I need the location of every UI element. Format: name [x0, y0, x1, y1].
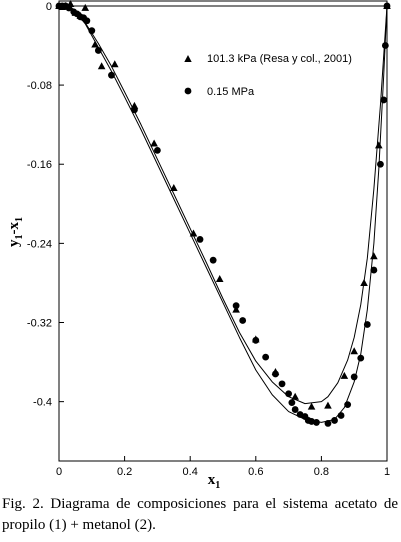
- circle-point: [232, 302, 240, 310]
- y-tick-label: 0: [46, 1, 52, 13]
- y-axis: 0 -0.08 -0.16 -0.24 -0.32 -0.4: [27, 1, 64, 409]
- circle-point: [285, 390, 292, 398]
- circle-point: [108, 71, 115, 79]
- circle-point: [324, 420, 332, 427]
- fitted-curves: [58, 4, 388, 423]
- fitted-curve-1: [58, 4, 388, 405]
- circle-point: [83, 17, 91, 25]
- triangle-point: [360, 278, 368, 286]
- fitted-curve-2: [59, 5, 388, 423]
- y-tick-label: -0.4: [33, 397, 52, 409]
- triangle-point: [324, 401, 332, 409]
- circle-point: [131, 106, 138, 114]
- triangle-point: [291, 392, 299, 400]
- x-tick-label: 1: [384, 466, 390, 478]
- triangle-point: [170, 183, 178, 191]
- circle-point: [350, 373, 358, 381]
- triangle-point: [91, 40, 99, 48]
- triangle-point: [97, 62, 106, 70]
- triangle-point: [375, 141, 383, 149]
- circle-point: [154, 146, 161, 154]
- circle-point: [94, 47, 102, 54]
- circle-point: [370, 266, 378, 274]
- triangle-point: [215, 274, 224, 282]
- circle-point: [239, 317, 247, 324]
- y-tick-label: -0.24: [27, 238, 52, 250]
- data-points: [55, 0, 391, 427]
- x-axis: 0 0.2 0.4 0.6 0.8 1: [56, 456, 390, 478]
- circle-point: [88, 27, 96, 35]
- circle-point: [381, 42, 389, 49]
- circle-point: [357, 354, 365, 362]
- circle-point: [291, 406, 299, 413]
- circle-point: [209, 256, 217, 264]
- triangle-point: [350, 347, 358, 355]
- plot-frame: [58, 0, 388, 462]
- y-tick-label: -0.32: [27, 318, 52, 330]
- figure-caption: Fig. 2. Diagrama de composiciones para e…: [2, 496, 398, 533]
- triangle-point: [370, 252, 378, 260]
- triangle-point: [189, 229, 198, 237]
- legend-triangle-marker: [184, 55, 192, 62]
- circle-point: [380, 96, 388, 104]
- circle-point: [288, 399, 296, 407]
- circle-point: [65, 4, 73, 12]
- circle-point: [337, 412, 345, 419]
- y-axis-title: y1-x1: [6, 217, 25, 247]
- x-tick-label: 0.8: [314, 466, 329, 478]
- legend-label-series-1: 101.3 kPa (Resa y col., 2001): [207, 53, 352, 65]
- triangle-point: [150, 139, 158, 147]
- x-tick-label: 0.6: [248, 466, 263, 478]
- circle-point: [278, 380, 286, 388]
- triangle-point: [307, 402, 316, 410]
- circle-point: [383, 2, 391, 10]
- triangle-point: [110, 60, 119, 68]
- x-axis-title: x1: [208, 472, 221, 490]
- legend: 101.3 kPa (Resa y col., 2001) 0.15 MPa: [184, 53, 352, 98]
- y-tick-label: -0.16: [27, 159, 52, 171]
- triangle-point: [232, 305, 240, 313]
- chart: 0 0.2 0.4 0.6 0.8 1 0 -0.08 -0.16 -0.24 -0.32 -0.4…: [6, 0, 391, 490]
- circle-point: [344, 401, 352, 409]
- circle-point: [272, 370, 279, 378]
- circle-point: [363, 321, 371, 328]
- circle-point: [262, 353, 270, 361]
- x-tick-label: 0: [56, 466, 62, 478]
- triangle-point: [81, 3, 90, 11]
- legend-label-series-2: 0.15 MPa: [207, 86, 255, 98]
- circle-point: [313, 419, 320, 426]
- circle-point: [196, 236, 204, 243]
- triangle-point: [340, 371, 349, 379]
- circle-point: [331, 417, 338, 424]
- y-tick-label: -0.08: [27, 80, 52, 92]
- x-tick-label: 0.2: [117, 466, 132, 478]
- circle-point: [252, 336, 260, 344]
- circle-point: [377, 160, 384, 168]
- x-tick-label: 0.4: [183, 466, 198, 478]
- legend-circle-marker: [184, 87, 192, 95]
